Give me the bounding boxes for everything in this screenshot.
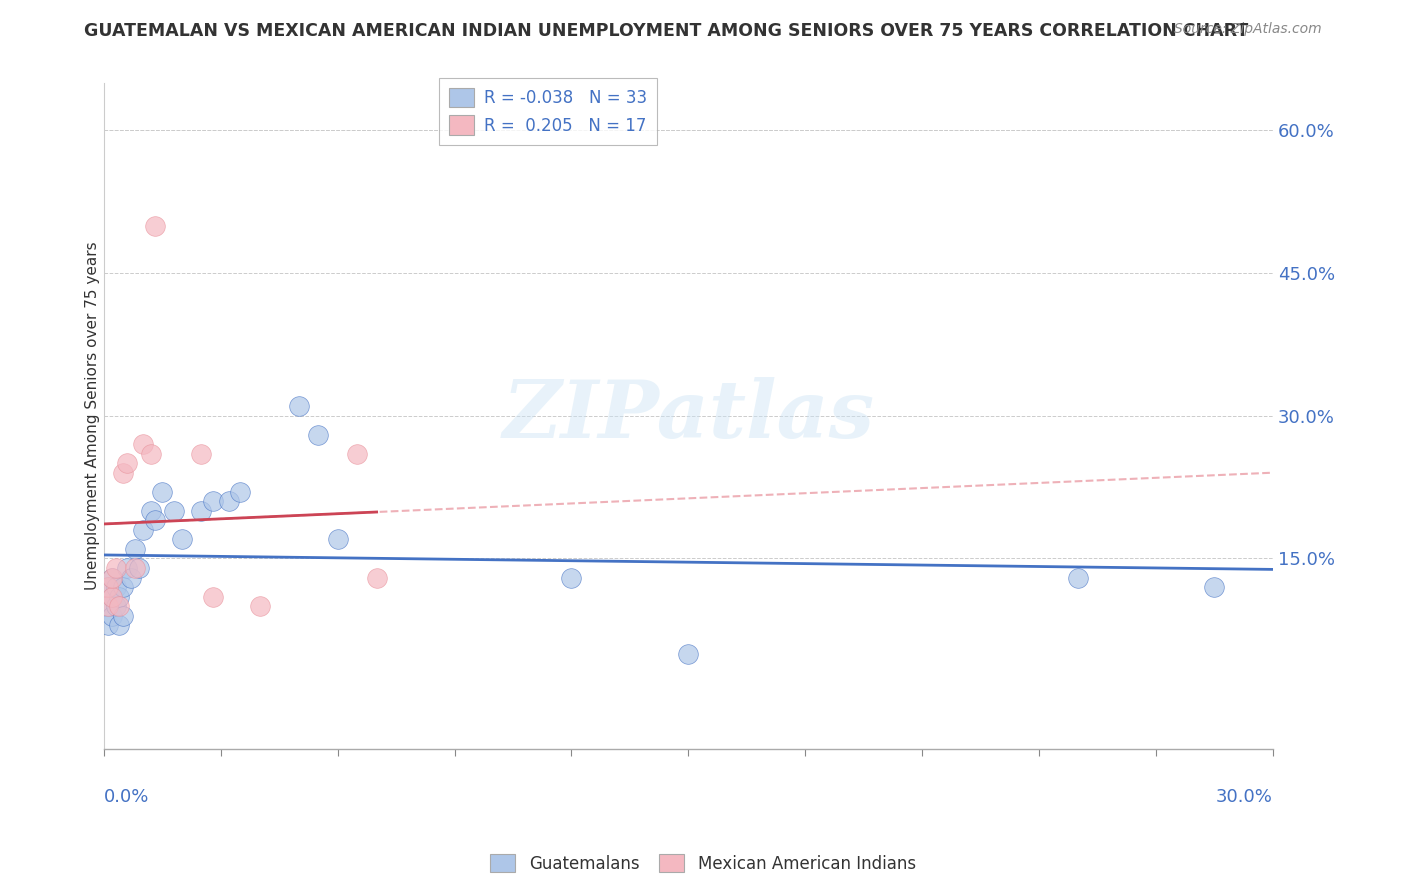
Point [190,504,212,518]
Point [218,494,240,508]
Point [201,494,224,508]
Text: 0.0%: 0.0% [104,788,149,805]
Point [229,484,252,499]
Point [108,590,131,604]
Y-axis label: Unemployment Among Seniors over 75 years: Unemployment Among Seniors over 75 years [86,242,100,591]
Point [97,618,120,632]
Legend: Guatemalans, Mexican American Indians: Guatemalans, Mexican American Indians [484,847,922,880]
Point [143,513,166,527]
Point [170,533,193,547]
Point [97,580,120,594]
Point [100,608,122,623]
Point [163,504,186,518]
Point [104,599,127,613]
Text: 30.0%: 30.0% [1216,788,1272,805]
Point [97,599,120,613]
Point [100,570,122,584]
Point [108,599,131,613]
Point [307,427,329,442]
Point [287,399,309,413]
Point [97,599,120,613]
Point [97,580,120,594]
Point [128,561,150,575]
Point [104,561,127,575]
Point [139,447,162,461]
Point [139,504,162,518]
Point [100,570,122,584]
Legend: R = -0.038   N = 33, R =  0.205   N = 17: R = -0.038 N = 33, R = 0.205 N = 17 [439,78,657,145]
Point [190,447,212,461]
Point [132,523,155,537]
Point [150,484,173,499]
Point [100,590,122,604]
Text: GUATEMALAN VS MEXICAN AMERICAN INDIAN UNEMPLOYMENT AMONG SENIORS OVER 75 YEARS C: GUATEMALAN VS MEXICAN AMERICAN INDIAN UN… [84,22,1249,40]
Point [117,561,139,575]
Point [560,570,582,584]
Text: ZIPatlas: ZIPatlas [502,377,875,455]
Point [1067,570,1090,584]
Point [326,533,349,547]
Point [124,541,146,556]
Point [143,219,166,233]
Point [346,447,368,461]
Point [1204,580,1226,594]
Point [112,466,135,480]
Point [112,608,135,623]
Text: Source: ZipAtlas.com: Source: ZipAtlas.com [1174,22,1322,37]
Point [124,561,146,575]
Point [132,437,155,451]
Point [104,580,127,594]
Point [108,618,131,632]
Point [201,590,224,604]
Point [112,580,135,594]
Point [366,570,388,584]
Point [678,647,700,661]
Point [100,590,122,604]
Point [117,456,139,470]
Point [249,599,271,613]
Point [120,570,142,584]
